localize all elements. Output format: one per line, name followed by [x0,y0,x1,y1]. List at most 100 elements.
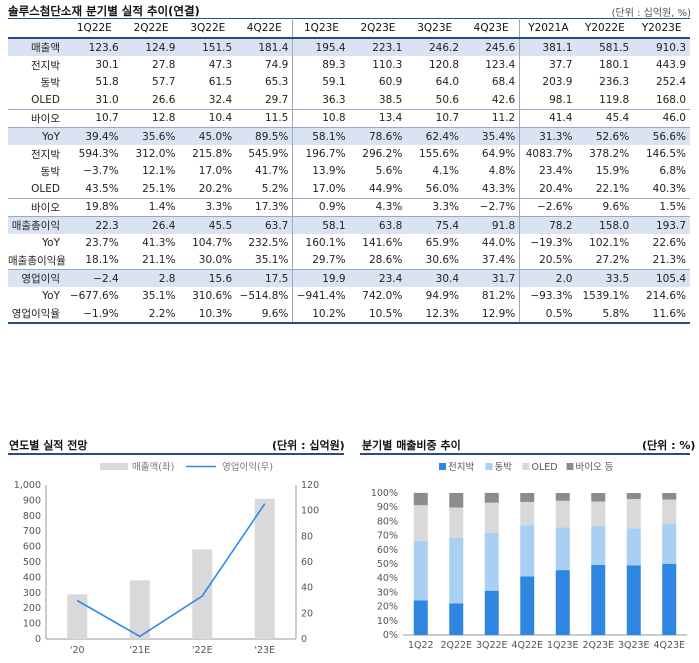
table-cell: 62.4% [406,126,464,146]
annual-earnings-chart: 매출액(좌) 영업이익(우)010020030040050060070080090… [14,461,319,656]
table-row: YoY −677.6% 35.1% 310.6% −514.8% −941.4% 742.0… [8,287,690,305]
table-row: 바이오 10.7 12.8 10.4 11.5 10.8 13.4 10.7 11.2 41.4 4… [8,108,690,128]
table-cell: 21.1% [142,254,176,267]
column-header: 1Q23E [292,18,350,39]
table-cell: 193.7 [633,215,690,235]
left-tick-label: 1,000 [14,480,41,491]
table-cell: 252.4 [655,76,686,89]
mix-chart-divider [360,453,690,455]
table-cell: 51.8 [95,76,119,89]
table-cell: 312.0% [135,148,176,161]
row-label: 바이오 [8,197,66,217]
table-cell: 68.4 [463,73,521,92]
table-cell: 63.7 [236,215,294,235]
table-cell: 91.8 [463,215,521,235]
table-cell: 78.6% [349,126,407,146]
table-cell: 35.6% [122,126,180,146]
left-tick-label: 0 [35,634,41,645]
stacked-bar-segment [591,564,606,635]
table-cell: 17.3% [236,197,294,217]
sales-mix-chart: 전지박 동박 OLED 바이오 등 0% 10% 20% 30% 40% 50% 60% 70% 80%… [371,462,687,651]
table-row: OLED 43.5% 25.1% 20.2% 5.2% 17.0% 44.9% 56.0% 43… [8,180,690,199]
stacked-bar-segment [413,600,428,635]
table-cell: 35.1% [142,290,176,303]
table-cell: 10.8 [292,108,350,128]
table-cell: −2.4 [66,269,123,288]
table-cell: −3.7% [83,165,119,178]
x-tick-label: 2Q23E [582,640,614,651]
table-cell: 119.8 [599,93,630,106]
stacked-bar-segment [449,603,464,635]
table-cell: 41.3% [142,236,176,249]
table-cell: 5.8% [576,304,634,325]
table-cell: 64.0 [435,76,460,89]
row-label: YoY [42,236,60,249]
x-tick-label: 3Q23E [618,640,650,651]
table-cell: 203.9 [542,76,573,89]
table-cell: 98.1 [549,93,573,106]
table-cell: 15.9% [595,165,630,178]
legend-label: 바이오 등 [576,462,614,473]
table-cell: 37.4% [463,251,521,270]
table-cell: 581.5 [576,38,634,57]
table-cell: −2.6% [519,197,577,217]
table-cell: 50.6 [435,93,460,106]
table-cell: 26.6 [152,93,176,106]
stacked-bar-segment [662,493,677,500]
table-cell: 60.9 [378,76,403,89]
table-cell: 245.6 [463,38,521,57]
right-tick-label: 40 [301,583,313,594]
table-cell: 44.9% [368,182,403,195]
table-cell: 123.4 [463,56,521,74]
table-cell: 594.3% [78,148,119,161]
table-cell: 40.3% [652,182,686,195]
table-row: 영업이익 −2.4 2.8 15.6 17.5 19.9 23.4 30.4 31.7 2.0 33… [8,269,690,288]
row-label: OLED [31,93,60,106]
table-cell: 61.5 [208,76,233,89]
table-cell: −2.7% [463,197,521,217]
table-cell: 158.0 [576,215,634,235]
table-cell: 10.4 [179,108,237,128]
table-cell: 10.5% [349,304,407,325]
row-label: 바이오 [8,108,66,128]
stacked-bar-segment [520,493,535,502]
stacked-bar-segment [520,501,535,526]
stacked-bar-segment [591,501,606,527]
left-tick-label: 800 [23,511,41,522]
legend-swatch [566,463,574,470]
stacked-bar-segment [413,540,428,601]
sales-bar [129,580,150,639]
left-tick-label: 400 [23,572,41,583]
table-cell: 38.5 [378,93,403,106]
mix-chart-title: 분기별 매출비중 추이 [362,439,461,452]
table-cell: 58.1 [292,215,350,235]
sales-bar [192,549,213,639]
left-tick-label: 600 [23,542,41,553]
table-cell: 26.4 [122,215,180,235]
table-cell: 52.6% [576,126,634,146]
row-label: 매출총이익 [8,215,66,235]
right-tick-label: 120 [301,480,319,491]
table-cell: 89.3 [322,59,346,72]
table-cell: 23.7% [85,236,119,249]
table-cell: 196.7% [305,148,346,161]
stacked-bar-segment [520,525,535,577]
column-header: 2Q22E [122,18,180,39]
table-cell: 15.6 [179,269,237,288]
stacked-bar-segment [484,533,499,591]
table-cell: 123.6 [66,38,123,57]
y-tick-label: 40% [377,573,398,584]
table-cell: 124.9 [122,38,180,57]
table-cell: 3.3% [179,197,237,217]
table-cell: −941.4% [296,290,346,303]
mix-chart-unit: (단위 : %) [642,439,696,452]
table-cell: 9.6% [236,304,294,325]
legend-label-op-profit: 영업이익(우) [222,461,273,473]
table-cell: 11.2 [463,108,521,128]
table-cell: 41.4 [519,108,577,128]
y-tick-label: 30% [377,587,398,598]
table-cell: 45.0% [179,126,237,146]
row-label: OLED [31,182,60,195]
table-cell: 102.1% [589,236,630,249]
table-cell: 37.7 [549,59,573,72]
